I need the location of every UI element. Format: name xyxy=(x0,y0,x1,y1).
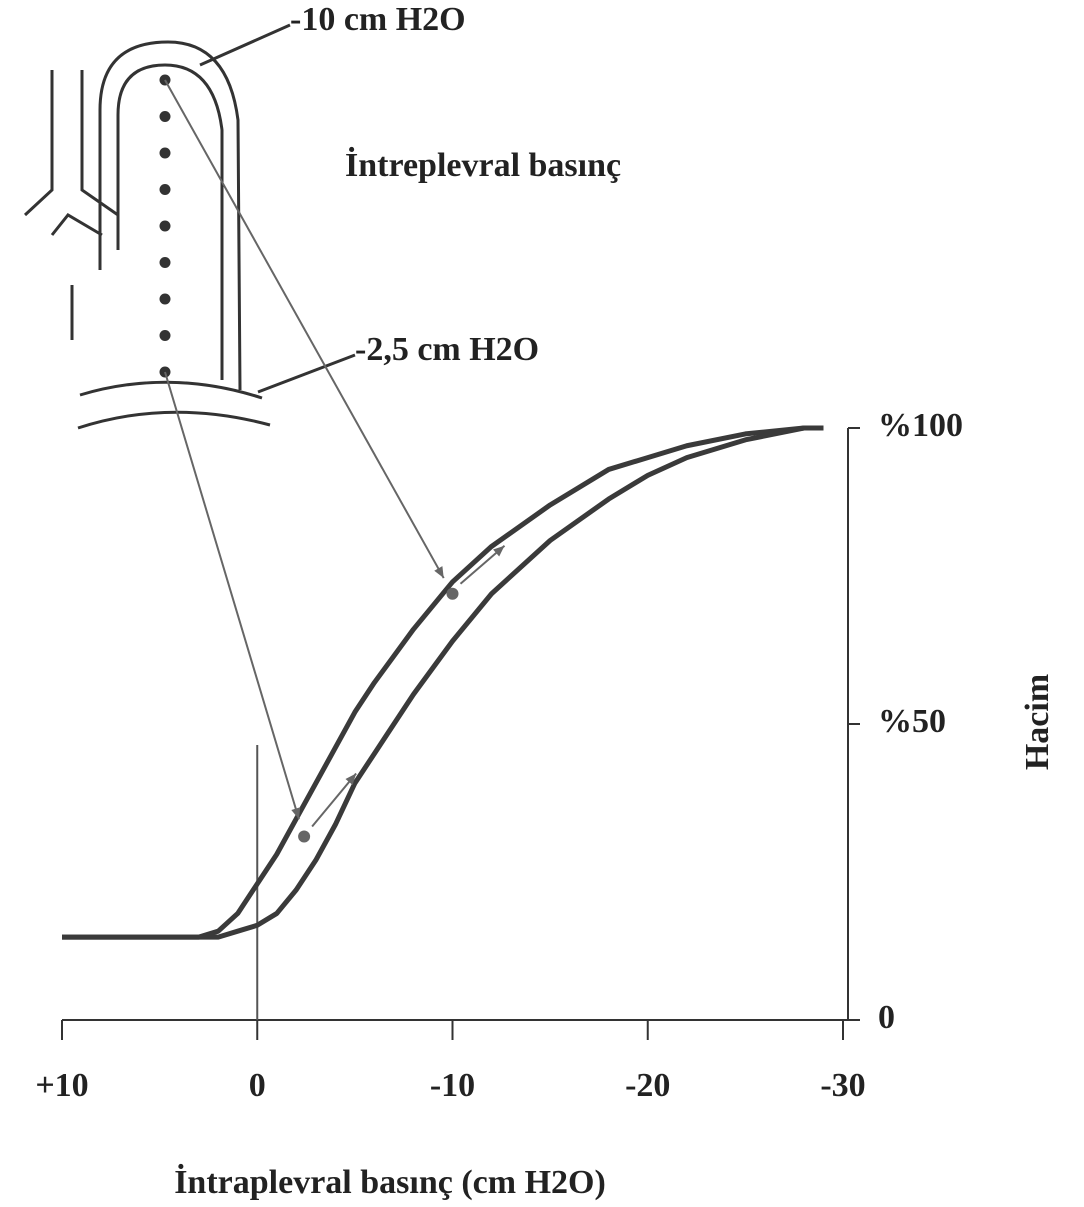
pointer-lines xyxy=(199,23,356,394)
x-tick-label: 0 xyxy=(249,1067,266,1104)
lung-dot xyxy=(159,293,171,305)
lung-base xyxy=(77,380,271,430)
trachea xyxy=(23,70,119,237)
lung-dot xyxy=(159,330,171,341)
pointer-arrow xyxy=(164,79,445,579)
x-tick-label: +10 xyxy=(35,1067,88,1104)
x-axis-label: İntraplevral basınç (cm H2O) xyxy=(174,1163,606,1201)
direction-arrow xyxy=(311,772,357,828)
y-tick-label: 0 xyxy=(878,999,895,1036)
lung-inner xyxy=(116,63,224,380)
lung-dot xyxy=(159,184,171,195)
direction-arrow-head xyxy=(493,545,505,557)
lung-outer xyxy=(70,40,242,391)
annotation: -2,5 cm H2O xyxy=(355,331,539,368)
y-axis-label: Hacim xyxy=(1019,674,1056,770)
direction-arrow-head xyxy=(345,773,357,785)
lung-dot xyxy=(159,111,171,122)
x-tick-label: -10 xyxy=(430,1067,475,1104)
curve xyxy=(62,425,824,940)
marker xyxy=(446,587,459,600)
pointer-arrow xyxy=(164,371,300,820)
lung-dot xyxy=(159,220,171,232)
pointer-arrow-head xyxy=(434,566,444,579)
annotation: -10 cm H2O xyxy=(290,1,466,38)
lung-diagram xyxy=(23,23,356,430)
y-tick-label: %100 xyxy=(878,407,963,444)
lung-dot xyxy=(159,147,171,159)
x-tick-label: -20 xyxy=(625,1067,670,1104)
x-tick-label: -30 xyxy=(820,1067,865,1104)
curve xyxy=(62,425,824,940)
lung-dot xyxy=(159,257,171,268)
pointer-arrow-head xyxy=(291,807,301,820)
marker xyxy=(298,830,311,843)
y-tick-label: %50 xyxy=(878,703,946,740)
annotation: İntreplevral basınç xyxy=(345,146,621,184)
